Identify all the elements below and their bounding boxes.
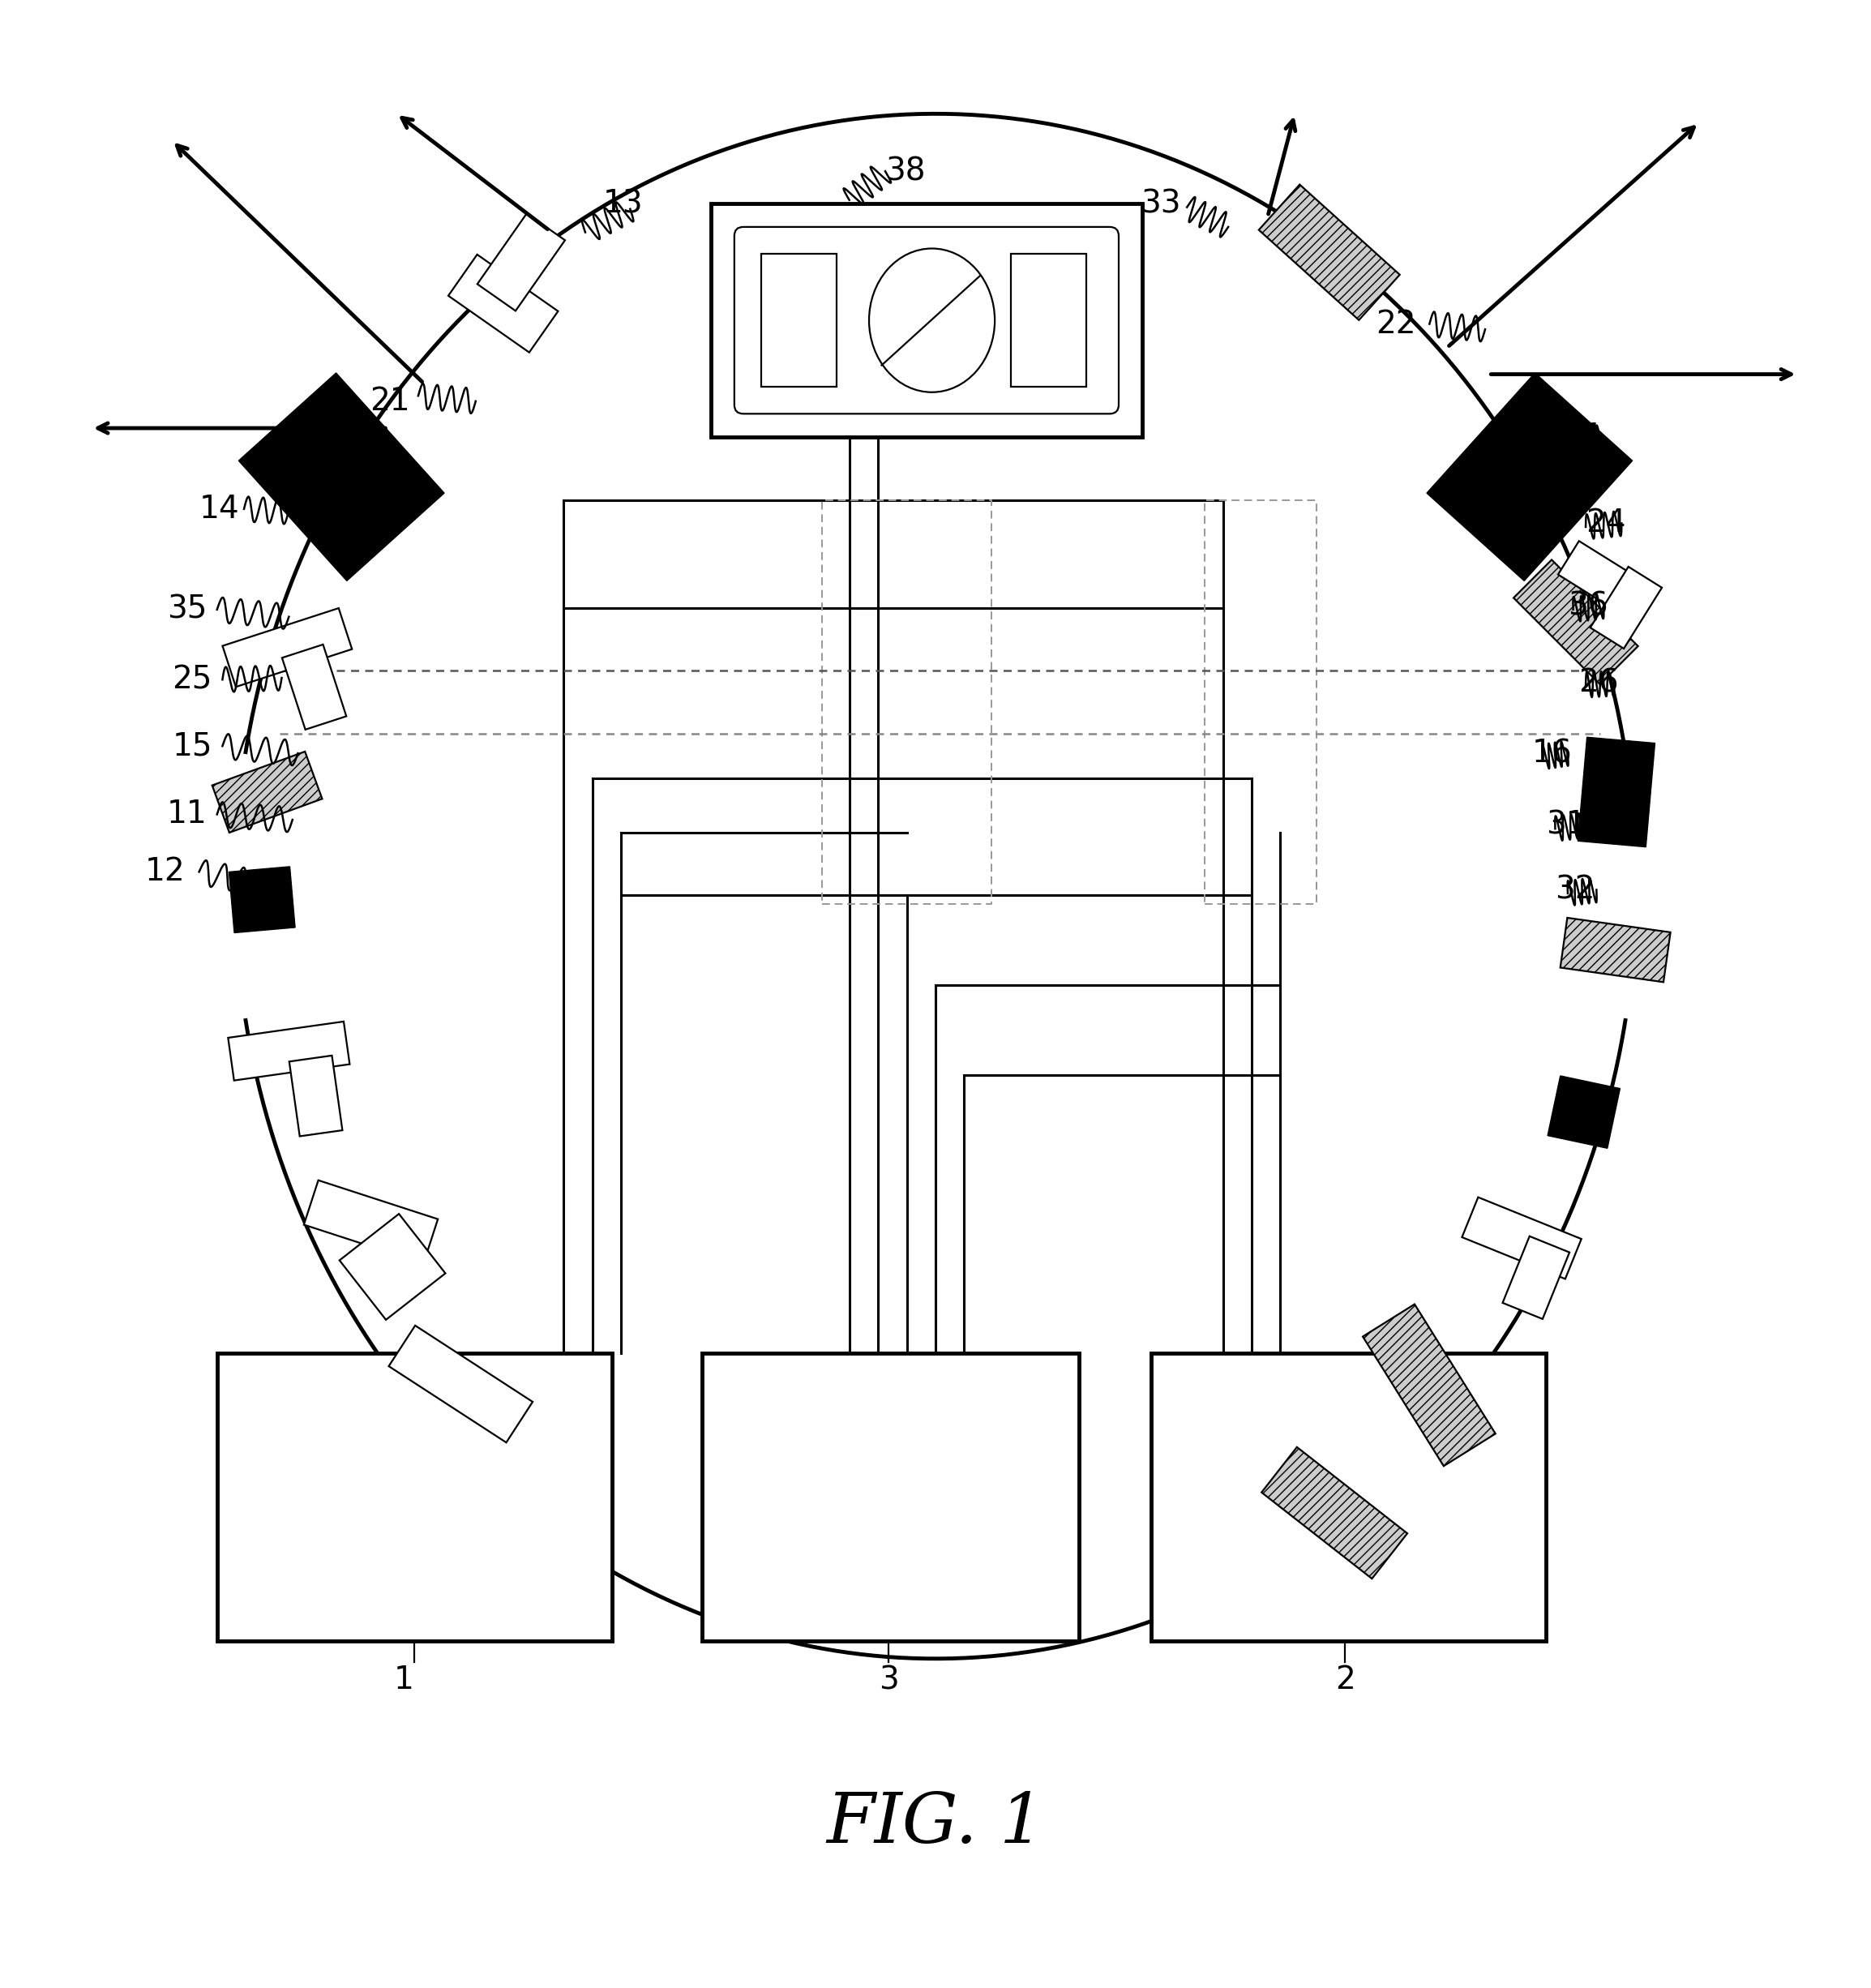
Text: 2: 2 [1336, 1664, 1355, 1696]
Polygon shape [1514, 561, 1637, 684]
Polygon shape [389, 1326, 533, 1443]
Polygon shape [1560, 918, 1671, 982]
Polygon shape [1261, 1447, 1407, 1578]
FancyBboxPatch shape [711, 203, 1141, 437]
FancyBboxPatch shape [733, 227, 1119, 414]
Text: 15: 15 [172, 732, 211, 761]
Text: 21: 21 [370, 386, 410, 417]
Text: 35: 35 [167, 594, 208, 624]
Polygon shape [1547, 1076, 1620, 1149]
Text: 22: 22 [1375, 308, 1416, 340]
Polygon shape [1362, 1304, 1495, 1465]
Polygon shape [303, 1181, 438, 1264]
Polygon shape [1577, 738, 1656, 847]
Polygon shape [283, 644, 346, 730]
Text: 12: 12 [146, 857, 185, 887]
Text: 11: 11 [167, 799, 208, 829]
Polygon shape [228, 1022, 350, 1079]
Text: 26: 26 [1579, 668, 1618, 698]
Text: 25: 25 [172, 664, 211, 696]
Polygon shape [1461, 1197, 1581, 1278]
Text: 33: 33 [1139, 189, 1181, 219]
FancyBboxPatch shape [761, 254, 836, 388]
FancyBboxPatch shape [1010, 254, 1087, 388]
Polygon shape [449, 254, 558, 352]
Text: 1: 1 [393, 1664, 413, 1696]
FancyBboxPatch shape [1151, 1354, 1545, 1640]
Ellipse shape [868, 248, 995, 392]
FancyBboxPatch shape [217, 1354, 612, 1640]
Polygon shape [290, 1056, 342, 1137]
Polygon shape [211, 751, 322, 833]
Text: 16: 16 [1532, 738, 1572, 769]
Polygon shape [228, 867, 296, 932]
FancyBboxPatch shape [702, 1354, 1080, 1640]
Text: 38: 38 [885, 155, 926, 187]
Text: 13: 13 [602, 189, 644, 219]
Polygon shape [1590, 567, 1661, 648]
Polygon shape [339, 1215, 445, 1320]
Text: 36: 36 [1568, 590, 1607, 622]
Polygon shape [477, 213, 565, 310]
Text: 31: 31 [1545, 809, 1587, 841]
Polygon shape [223, 608, 352, 688]
Polygon shape [1559, 541, 1658, 624]
Text: 14: 14 [198, 493, 239, 525]
Text: 31: 31 [1564, 421, 1605, 453]
Polygon shape [239, 374, 443, 580]
Polygon shape [1502, 1237, 1570, 1318]
Text: 32: 32 [1555, 875, 1596, 905]
Text: 24: 24 [1587, 509, 1626, 539]
Text: FIG. 1: FIG. 1 [827, 1791, 1044, 1857]
Polygon shape [1259, 185, 1400, 320]
Polygon shape [1428, 374, 1632, 580]
Text: 3: 3 [879, 1664, 898, 1696]
